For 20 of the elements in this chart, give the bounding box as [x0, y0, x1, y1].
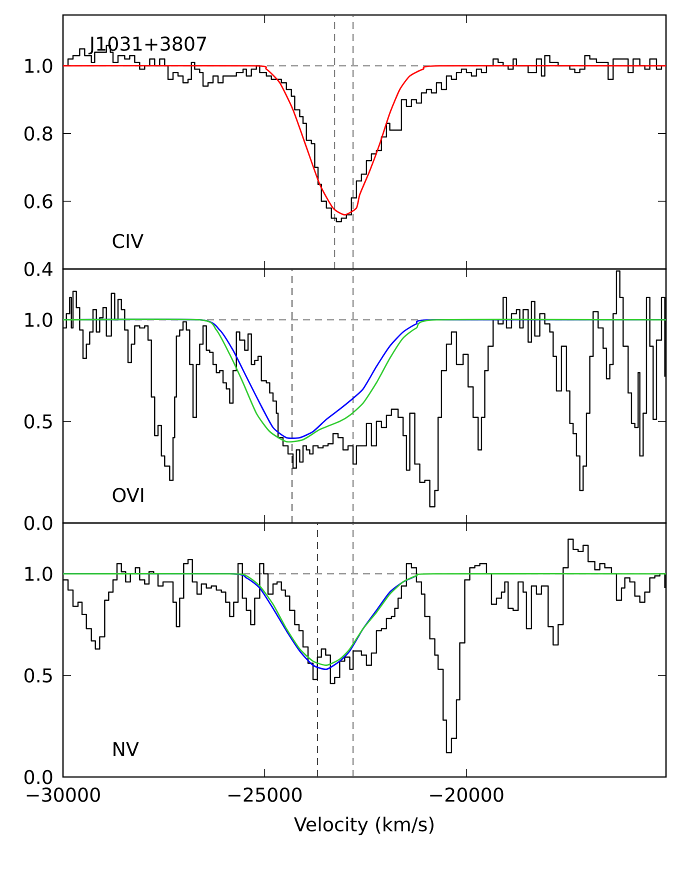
y-tick-label: 0.5: [24, 414, 52, 429]
text: J1031+3807: [88, 36, 206, 54]
x-tick-label: −20000: [430, 788, 504, 802]
x-tick-label: −25000: [228, 788, 302, 802]
y-tick-label: 0.5: [24, 668, 52, 683]
y-tick-label: 0.0: [24, 770, 52, 784]
x-axis-title: Velocity (km/s): [294, 816, 434, 836]
annotation: OVI: [112, 488, 144, 502]
y-tick-label: 0.6: [24, 194, 52, 208]
x-tick-label: −30000: [26, 788, 100, 802]
y-tick-label: 0.8: [24, 126, 52, 141]
annotation: NV: [114, 742, 139, 756]
line-series: [63, 64, 666, 216]
y-tick-label: 1.0: [25, 566, 52, 581]
line-series: [63, 573, 666, 666]
y-tick-label: 1.0: [25, 58, 52, 73]
y-tick-label: 1.0: [25, 312, 52, 327]
annotation: CIV: [112, 234, 144, 248]
y-tick-label: 0.0: [24, 516, 52, 530]
y-tick-label: 0.4: [24, 262, 52, 276]
